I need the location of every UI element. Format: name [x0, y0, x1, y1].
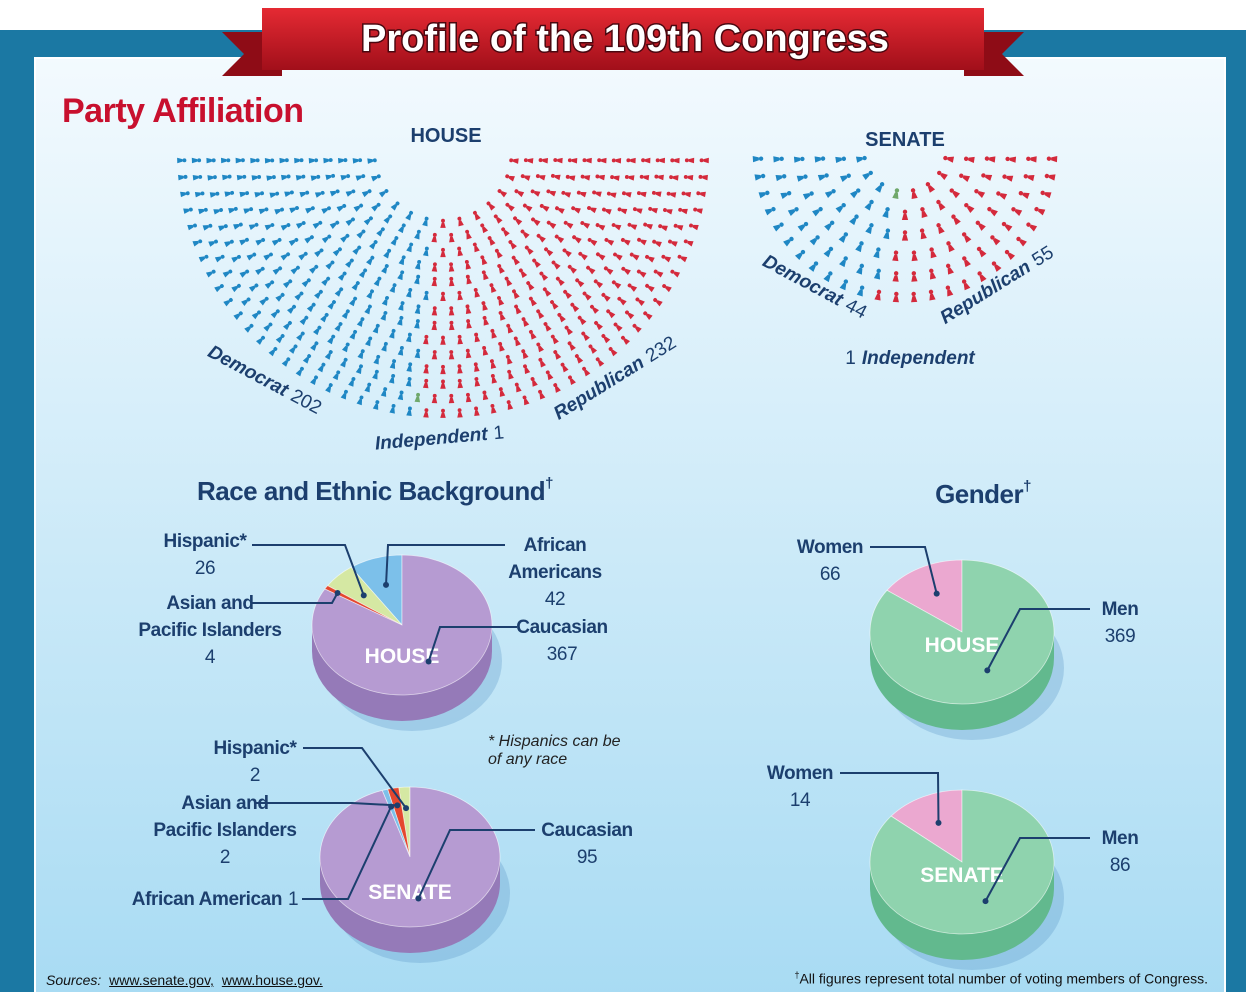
pie-value: 42: [495, 586, 615, 613]
pie-category: Women: [780, 534, 880, 561]
pie-category: Men: [1070, 825, 1170, 852]
pie-value: 2: [195, 762, 315, 789]
pie-value: 4: [128, 644, 293, 671]
pie-label: Hispanic*26: [145, 528, 265, 582]
source-link[interactable]: www.senate.gov,: [109, 972, 214, 988]
pie-category: Asian and Pacific Islanders: [128, 590, 293, 644]
pie-label: African Americans42: [495, 532, 615, 613]
label-layer: * Hispanics can be of any race Sources: …: [0, 0, 1246, 992]
pie-label: Men86: [1070, 825, 1170, 879]
pie-value: 86: [1070, 852, 1170, 879]
pie-category: African American: [132, 889, 282, 910]
pie-label: Women14: [750, 760, 850, 814]
pie-category: African Americans: [495, 532, 615, 586]
sources: Sources: www.senate.gov, www.house.gov.: [46, 972, 323, 988]
source-link[interactable]: www.house.gov.: [222, 972, 323, 988]
pie-label: African American 1: [125, 886, 305, 913]
footnote: †All figures represent total number of v…: [794, 970, 1208, 987]
pie-category: Men: [1070, 596, 1170, 623]
pie-category: Women: [750, 760, 850, 787]
pie-value: 369: [1070, 623, 1170, 650]
pie-value: 367: [502, 641, 622, 668]
pie-label: Caucasian367: [502, 614, 622, 668]
pie-value: 95: [527, 844, 647, 871]
pie-value: 66: [780, 561, 880, 588]
sources-label: Sources:: [46, 972, 101, 988]
pie-label: Asian and Pacific Islanders4: [128, 590, 293, 671]
pie-category: Caucasian: [527, 817, 647, 844]
pie-value: 14: [750, 787, 850, 814]
pie-value: 26: [145, 555, 265, 582]
pie-category: Asian and Pacific Islanders: [143, 790, 308, 844]
note: * Hispanics can be of any race: [488, 733, 628, 769]
pie-label: Asian and Pacific Islanders2: [143, 790, 308, 871]
pie-value: 2: [143, 844, 308, 871]
pie-category: Hispanic*: [145, 528, 265, 555]
page: Profile of the 109th Congress Party Affi…: [0, 0, 1246, 992]
pie-label: Hispanic*2: [195, 735, 315, 789]
pie-value: 1: [288, 889, 298, 910]
pie-category: Hispanic*: [195, 735, 315, 762]
footnote-text: All figures represent total number of vo…: [799, 971, 1208, 987]
pie-label: Caucasian95: [527, 817, 647, 871]
pie-category: Caucasian: [502, 614, 622, 641]
